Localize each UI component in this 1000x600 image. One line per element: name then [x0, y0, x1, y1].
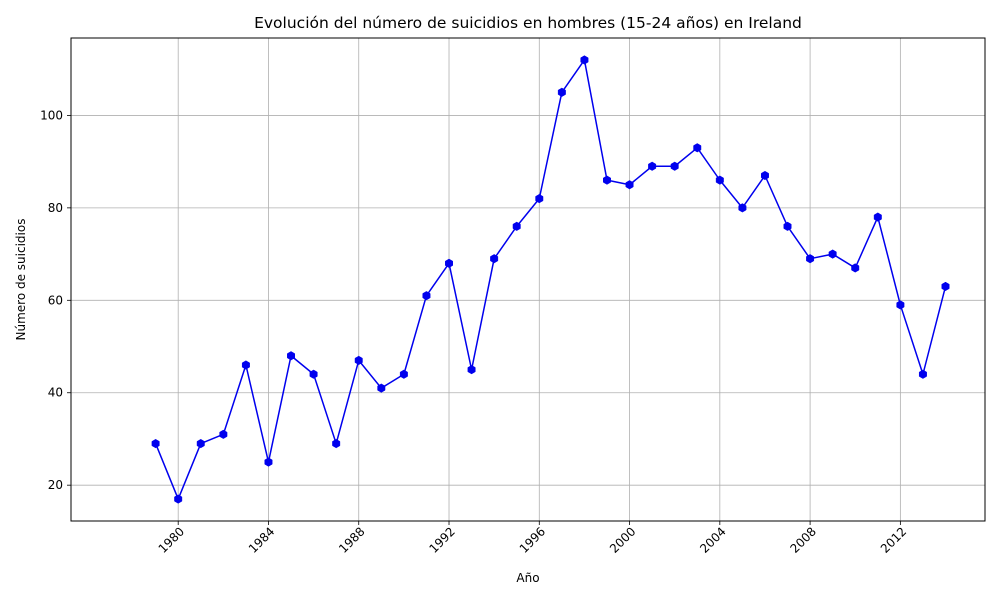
data-point-marker [174, 494, 183, 504]
plot-frame [70, 37, 986, 522]
y-tick-label: 20 [48, 478, 63, 492]
data-point-marker [670, 161, 679, 171]
x-tick-label: 2012 [878, 524, 909, 555]
data-point-marker [941, 281, 950, 292]
data-point-marker [512, 221, 521, 231]
data-point-marker [580, 55, 589, 65]
data-point-marker [828, 249, 837, 259]
data-point-marker [625, 180, 634, 190]
y-tick-label: 40 [48, 386, 63, 400]
grid-layer [71, 38, 985, 521]
x-tick-label: 1992 [426, 524, 457, 555]
data-point-marker [264, 457, 273, 467]
data-point-marker [422, 291, 431, 301]
data-point-marker [332, 438, 341, 449]
data-point-marker [287, 351, 296, 361]
data-point-marker [535, 194, 544, 204]
tick-layer: 1980 1984 1988 1992 1996 2000 2004 2008 2012 20 40… [40, 108, 909, 556]
data-point-marker [738, 203, 747, 213]
data-point-marker [603, 175, 611, 185]
series-layer [151, 55, 950, 504]
data-point-marker [467, 365, 476, 375]
data-point-marker [399, 369, 408, 379]
x-tick-label: 1988 [336, 524, 367, 555]
data-point-marker [896, 300, 905, 310]
x-tick-label: 2000 [607, 524, 638, 555]
y-tick-label: 80 [48, 201, 63, 215]
data-point-marker [490, 254, 499, 264]
data-point-marker [354, 355, 363, 365]
x-tick-label: 1996 [517, 524, 548, 555]
x-tick-label: 1980 [156, 524, 187, 555]
y-tick-label: 60 [48, 293, 63, 307]
data-point-marker [151, 438, 160, 449]
data-point-marker [219, 429, 228, 439]
y-axis-title: Número de suicidios [14, 219, 28, 341]
data-point-marker [557, 87, 566, 97]
chart-title: Evolución del número de suicidios en hom… [254, 14, 802, 32]
x-tick-label: 2008 [788, 524, 819, 555]
data-point-marker [715, 175, 724, 185]
data-point-marker [873, 212, 882, 222]
y-tick-label: 100 [40, 108, 63, 122]
data-point-marker [806, 254, 815, 264]
data-point-marker [693, 143, 702, 153]
data-point-marker [918, 369, 927, 379]
series-line [154, 59, 947, 500]
data-point-marker [241, 360, 250, 370]
data-point-marker [851, 263, 860, 273]
data-point-marker [445, 258, 453, 268]
x-tick-label: 1984 [246, 524, 277, 555]
data-point-marker [309, 369, 318, 379]
data-point-marker [196, 438, 205, 449]
data-point-marker [783, 221, 792, 231]
data-point-marker [760, 170, 769, 181]
data-point-marker [377, 383, 386, 393]
data-point-marker [648, 161, 657, 171]
x-axis-title: Año [516, 571, 539, 585]
x-tick-label: 2004 [697, 524, 728, 555]
